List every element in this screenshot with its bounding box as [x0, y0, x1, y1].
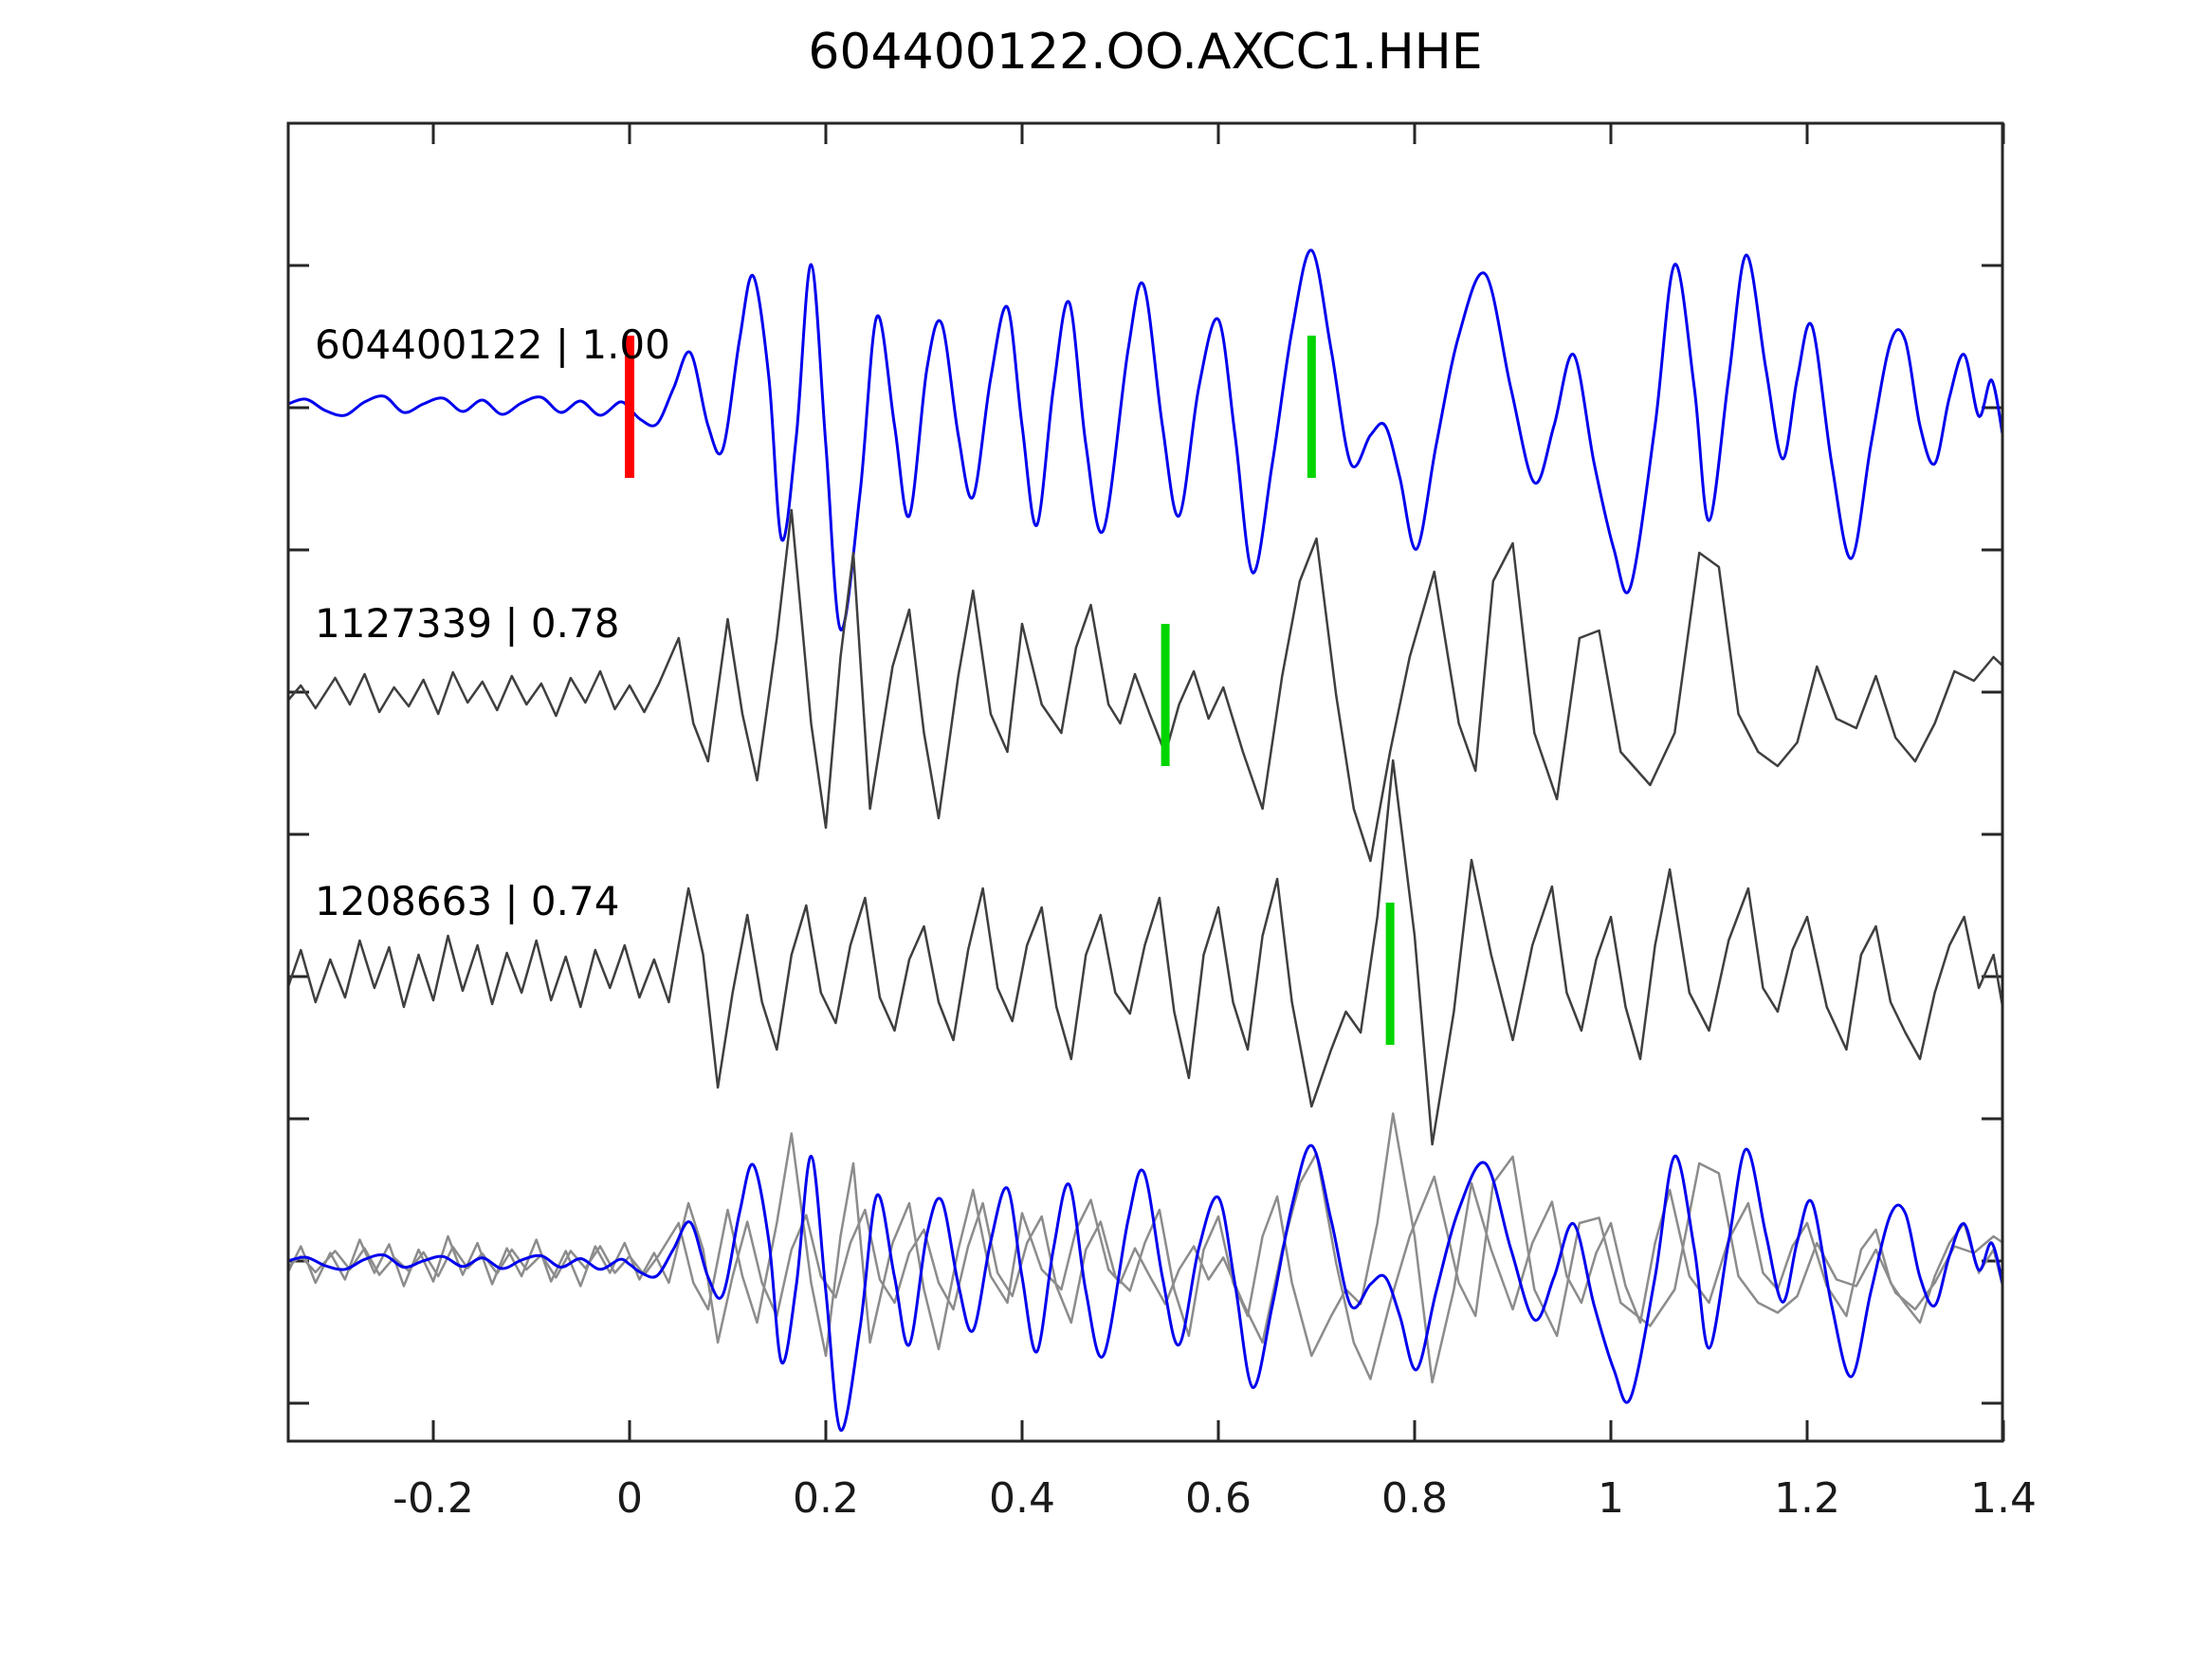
- traces-layer: [288, 123, 2005, 1441]
- plot-border: [286, 121, 2004, 1443]
- x-tick-label: 1.2: [1774, 1474, 1840, 1523]
- x-tick-label: 1.4: [1970, 1474, 2037, 1523]
- plot-title: 604400122.OO.AXCC1.HHE: [808, 24, 1482, 81]
- x-tick-label: 0.8: [1381, 1474, 1448, 1523]
- overlay-waveform-template: [288, 1143, 2002, 1432]
- trace-label-detection-2: 1208663 | 0.74: [315, 878, 619, 924]
- x-tick-label: 0.4: [989, 1474, 1055, 1523]
- x-tick-label: 1: [1598, 1474, 1624, 1523]
- waveform-detection-1: [288, 508, 2002, 863]
- x-tick-label: 0.6: [1185, 1474, 1252, 1523]
- overlay-waveform-detection-2: [288, 1112, 2002, 1384]
- waveform-detection-2: [288, 758, 2002, 1146]
- waveform-template: [288, 248, 2002, 631]
- x-tick-label: 0: [616, 1474, 643, 1523]
- x-tick-label: -0.2: [393, 1474, 474, 1523]
- overlay-waveform-detection-1: [288, 1132, 2002, 1380]
- trace-label-detection-1: 1127339 | 0.78: [315, 600, 619, 647]
- trace-label-template: 604400122 | 1.00: [315, 321, 670, 368]
- x-tick-label: 0.2: [793, 1474, 859, 1523]
